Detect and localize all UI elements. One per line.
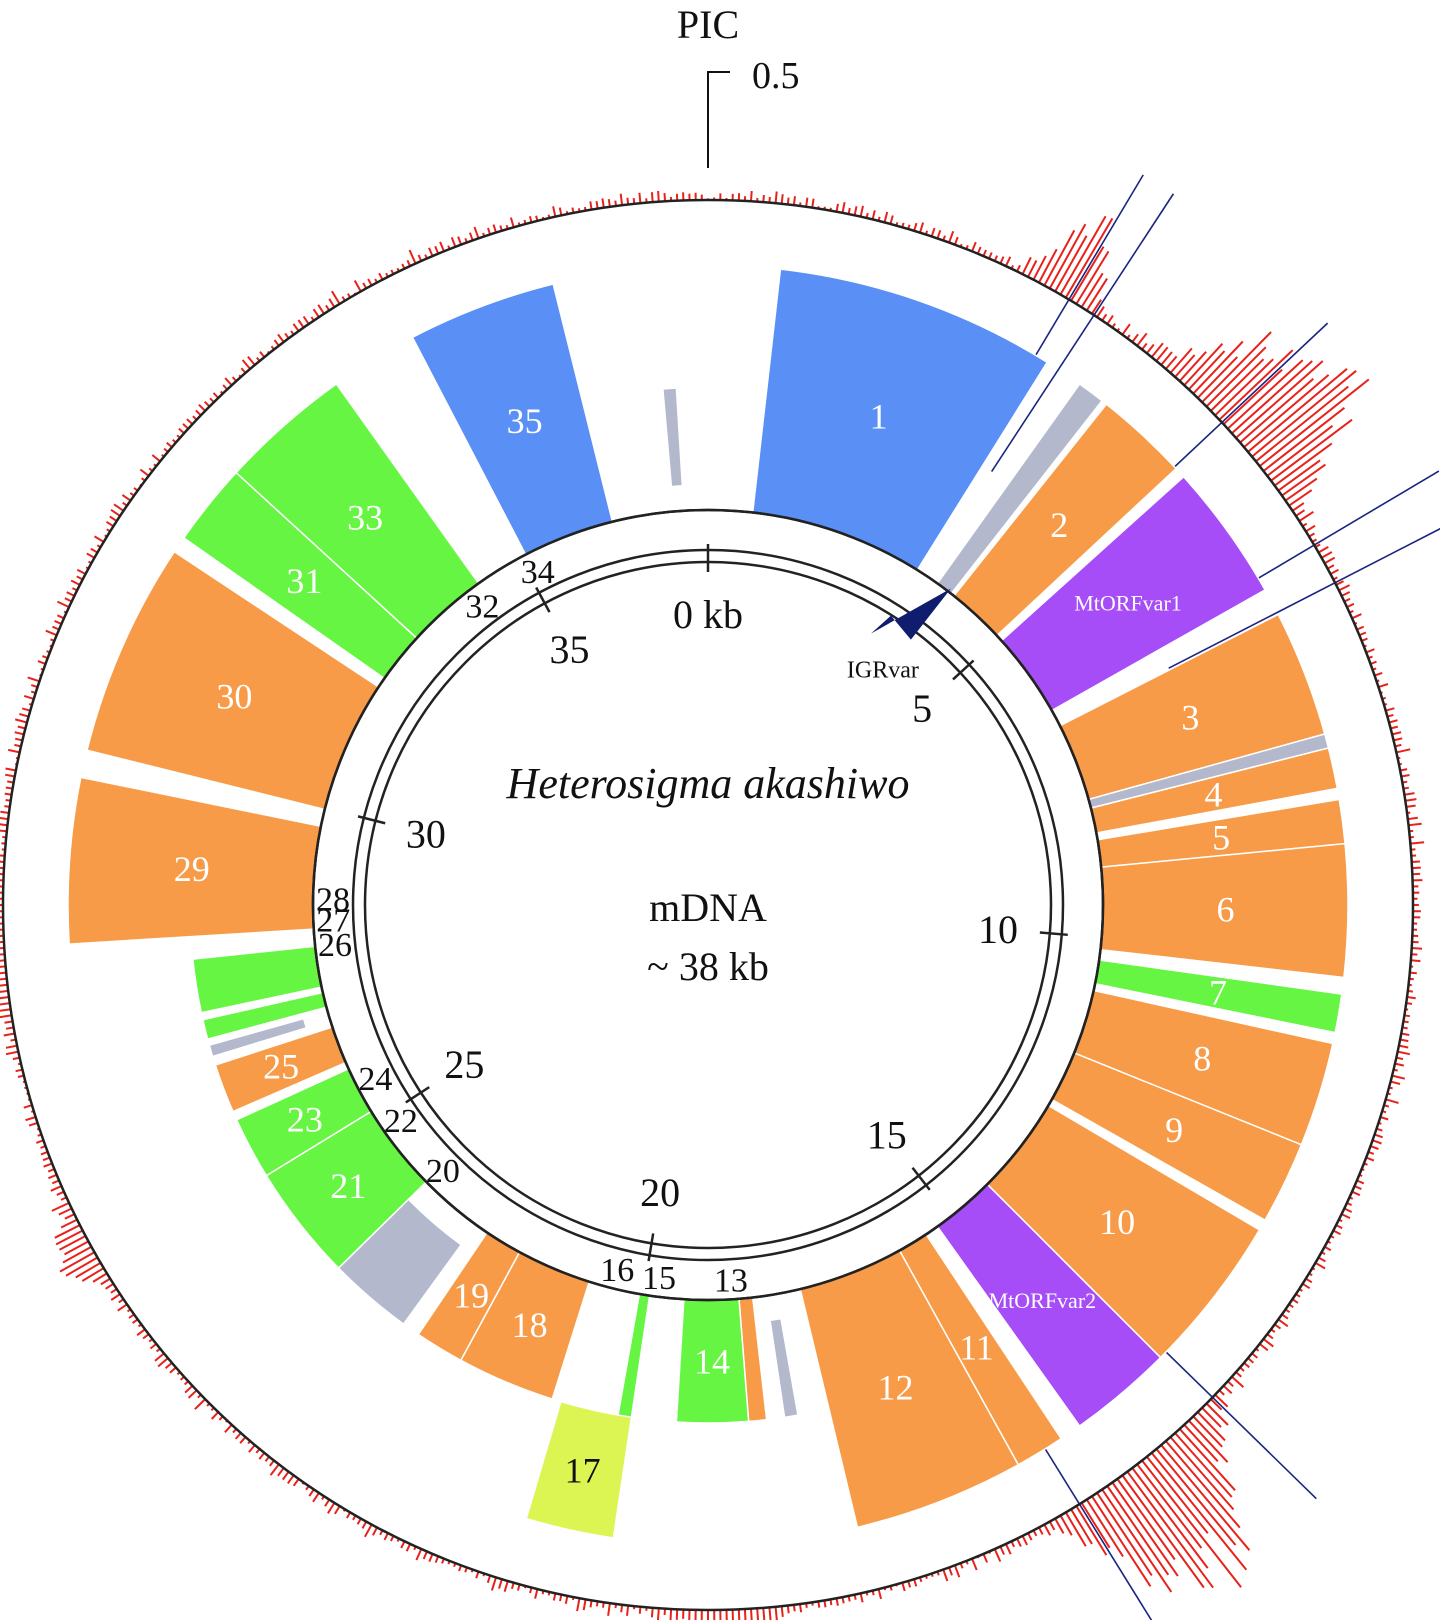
gene-labels: 12MtORFvar1345678910MtORFvar211121417181… [174,396,1235,1490]
gene-label: 2 [1050,505,1068,545]
ruler-tick [535,586,551,613]
gene-label: 21 [330,1166,366,1206]
gene-block-17 [525,1400,633,1539]
ruler-tick-label: 0 kb [673,592,743,637]
gene-label: 17 [565,1450,601,1490]
ruler-tick [647,1233,655,1262]
gene-outside-label: 32 [465,589,499,626]
ruler-tick-label: 30 [406,812,446,857]
pic-scale-bracket [707,71,730,168]
gene-label: 8 [1193,1038,1211,1078]
gene-outside-label: 26 [318,927,352,964]
gene-label: 14 [694,1341,730,1381]
gene-label: 18 [512,1305,548,1345]
ruler-tick [1039,931,1068,937]
gene-outside-label: 20 [426,1153,460,1190]
ruler-tick [357,815,386,825]
gene-label: 9 [1165,1110,1183,1150]
gene-label: 7 [1209,973,1227,1013]
ruler-tick [952,659,975,681]
gene-label: 1 [870,396,888,436]
gene-label: 30 [216,677,252,717]
gene-outside-label: 13 [714,1262,748,1299]
ruler-tick-label: 25 [444,1042,484,1087]
pic-label: PIC [677,2,739,47]
gene-label: MtORFvar2 [989,1288,1097,1313]
genome-size: ~ 38 kb [647,944,769,989]
gene-label: 33 [347,497,383,537]
ruler-ticks: 0 kb 5 10 15 20 25 30 35 [357,544,1068,1262]
gene-label: 29 [174,849,210,889]
gene-label: 6 [1216,890,1234,930]
gene-label: 35 [507,401,543,441]
gene-label: MtORFvar1 [1074,591,1182,616]
gene-label: 25 [263,1047,299,1087]
gene-blocks [67,268,1349,1539]
divider-line [990,193,1175,472]
gene-block-green [617,1293,651,1419]
gene-outside-label: 15 [642,1260,676,1297]
ring-circle [1,198,1415,1612]
gene-label: 3 [1181,697,1199,737]
gene-outside-label: 28 [316,881,350,918]
gene-label: 10 [1099,1202,1135,1242]
gene-label: 31 [286,561,322,601]
gene-outside-label: 24 [358,1061,392,1098]
gene-label: 11 [959,1327,994,1367]
ruler-tick-label: 15 [867,1113,907,1158]
gene-block-grey [662,387,684,488]
gene-outside-label: 22 [384,1103,418,1140]
ruler-tick-label: 35 [549,627,589,672]
gene-label: 19 [453,1275,489,1315]
ruler-tick [911,1167,931,1191]
ruler-tick [405,1086,430,1104]
gene-label: 12 [878,1367,914,1407]
genome-title: Heterosigma akashiwo [506,759,910,808]
ring-circle [311,508,1105,1302]
ruler-tick-label: 20 [640,1170,680,1215]
gene-label: 4 [1205,774,1223,814]
divider-line [1168,527,1440,669]
gene-outside-label: 34 [521,554,555,591]
pic-scale-label: 0.5 [752,55,800,97]
ruler-tick-label: 5 [912,686,932,731]
gene-label: 23 [287,1099,323,1139]
igr-arrow-icon [870,588,951,640]
gene-outside-label: 27 [316,902,350,939]
ruler-tick-label: 10 [978,907,1018,952]
gene-outside-label: 16 [600,1252,634,1289]
genome-type: mDNA [649,885,767,930]
gene-block-grey [769,1317,799,1419]
igr-label: IGRvar [847,658,919,684]
gene-block-grey [208,1017,308,1058]
gene-label: 5 [1212,817,1230,857]
